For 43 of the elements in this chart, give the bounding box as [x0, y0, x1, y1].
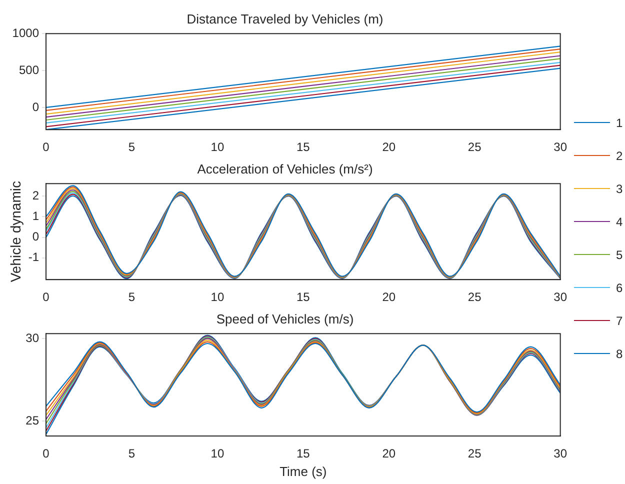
legend-label: 2 [616, 148, 623, 162]
x-tick-label: 5 [128, 290, 136, 304]
chart-title: Distance Traveled by Vehicles (m) [186, 11, 384, 26]
x-tick-label: 10 [210, 290, 224, 304]
legend-label: 7 [616, 314, 623, 328]
legend-label: 8 [616, 346, 623, 360]
legend-label: 6 [616, 280, 623, 294]
x-tick-label: 10 [210, 140, 224, 154]
legend-label: 4 [616, 214, 623, 228]
y-tick-label: 25 [26, 413, 40, 428]
x-tick-label: 0 [42, 290, 50, 304]
x-axis-title: Time (s) [280, 464, 327, 479]
legend-label: 3 [616, 182, 623, 196]
y-tick-label: 1 [32, 208, 40, 223]
x-tick-label: 0 [42, 140, 50, 154]
legend-label: 5 [616, 248, 623, 262]
x-tick-label: 15 [296, 290, 310, 304]
y-tick-label: 1000 [12, 26, 40, 40]
y-tick-label: 0 [32, 100, 40, 114]
y-tick-label: 0 [32, 230, 40, 244]
y-tick-label: -1 [28, 250, 40, 264]
chart-title: Acceleration of Vehicles (m/s²) [197, 161, 373, 176]
x-tick-label: 25 [468, 140, 482, 154]
x-tick-label: 20 [382, 446, 396, 461]
y-axis-title: Vehicle dynamic [7, 181, 24, 282]
x-tick-label: 5 [128, 140, 136, 154]
x-tick-label: 20 [382, 290, 396, 304]
x-tick-label: 10 [210, 446, 224, 461]
chart-title: Speed of Vehicles (m/s) [216, 311, 354, 326]
x-tick-label: 5 [128, 446, 136, 461]
y-tick-label: 500 [18, 62, 40, 77]
x-tick-label: 30 [554, 140, 568, 154]
x-tick-label: 0 [42, 446, 50, 461]
legend-label: 1 [616, 116, 623, 130]
x-tick-label: 25 [468, 290, 482, 304]
x-tick-label: 20 [382, 140, 396, 154]
x-tick-label: 25 [468, 446, 482, 461]
x-tick-label: 15 [296, 446, 310, 461]
x-tick-label: 30 [554, 290, 568, 304]
y-tick-label: 2 [32, 188, 40, 202]
x-tick-label: 30 [554, 446, 568, 461]
x-tick-label: 15 [296, 140, 310, 154]
y-tick-label: 30 [26, 330, 40, 345]
